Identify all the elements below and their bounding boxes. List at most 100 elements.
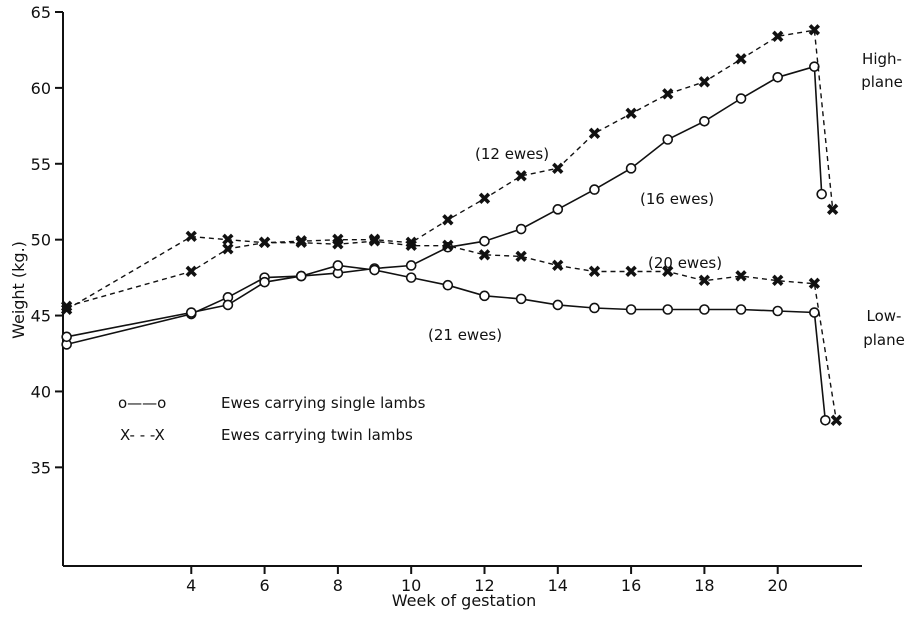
data-point-circle bbox=[820, 414, 831, 426]
data-point-x: ✖ bbox=[771, 27, 785, 47]
data-point-x: ✖ bbox=[441, 237, 455, 257]
data-point-x: ✖ bbox=[826, 200, 840, 220]
data-point-x: ✖ bbox=[661, 85, 675, 105]
data-point-circle bbox=[222, 299, 234, 311]
data-point-circle bbox=[735, 304, 747, 315]
data-point-x: ✖ bbox=[551, 159, 565, 179]
data-point-circle bbox=[772, 305, 784, 317]
data-point-circle bbox=[625, 163, 637, 174]
data-point-x: ✖ bbox=[697, 73, 711, 93]
data-point-circle bbox=[479, 235, 490, 247]
data-point-circle bbox=[589, 302, 600, 314]
x-tick-label: 6 bbox=[259, 576, 269, 595]
data-point-x: ✖ bbox=[221, 240, 235, 260]
data-point-x: ✖ bbox=[734, 267, 748, 287]
high-plane-label-line2: plane bbox=[861, 73, 903, 91]
data-point-circle bbox=[625, 304, 637, 315]
series-circle-low-plane bbox=[61, 260, 831, 426]
series-group: ✖✖✖ ✖ ✖ ✖ ✖ ✖✖✖✖ ✖✖✖✖✖✖✖ ✖✖✖✖ ✖ ✖ ✖ ✖ ✖ ✖ ✖ ✖ ✖ ✖ ✖ ✖ ✖ ✖ ✖ ✖ ✖✖ bbox=[60, 21, 844, 431]
data-point-x: ✖ bbox=[331, 231, 345, 251]
data-point-x: ✖ bbox=[771, 272, 785, 292]
data-point-circle bbox=[735, 93, 747, 104]
data-point-circle bbox=[295, 270, 307, 282]
series-line bbox=[66, 65, 823, 346]
data-point-x: ✖ bbox=[221, 231, 235, 251]
data-point-circle bbox=[259, 276, 270, 288]
data-point-x: ✖ bbox=[587, 124, 601, 144]
data-point-x: ✖ bbox=[367, 232, 381, 252]
data-point-x: ✖ bbox=[697, 272, 711, 292]
y-tick-label: 45 bbox=[31, 307, 51, 326]
series-line bbox=[66, 264, 827, 421]
data-point-circle bbox=[809, 307, 820, 318]
legend-twin-label: Ewes carrying twin lambs bbox=[221, 426, 413, 444]
data-point-x: ✖ bbox=[551, 256, 565, 276]
y-tick-label: 55 bbox=[31, 155, 51, 174]
data-point-circle bbox=[772, 71, 784, 83]
series-x-high-plane: ✖✖✖ ✖ ✖ ✖ ✖ ✖✖✖✖ ✖✖✖✖✖✖✖ ✖✖ bbox=[60, 21, 840, 317]
data-point-x: ✖ bbox=[294, 234, 308, 254]
x-tick-label: 18 bbox=[694, 576, 714, 595]
data-point-x: ✖ bbox=[807, 21, 821, 41]
data-point-x: ✖ bbox=[514, 167, 528, 187]
data-point-circle bbox=[662, 304, 674, 315]
x-tick-label: 20 bbox=[768, 576, 788, 595]
x-tick-label: 8 bbox=[333, 576, 343, 595]
data-point-circle bbox=[479, 290, 490, 302]
x-axis-title: Week of gestation bbox=[392, 591, 537, 610]
data-point-circle bbox=[515, 293, 527, 305]
n-twin-low-annotation: (20 ewes) bbox=[648, 254, 722, 272]
data-point-circle bbox=[552, 299, 564, 311]
n-single-high-annotation: (16 ewes) bbox=[640, 190, 714, 208]
data-point-x: ✖ bbox=[404, 234, 418, 254]
y-tick-label: 65 bbox=[31, 3, 51, 22]
data-point-circle bbox=[699, 304, 710, 315]
x-tick-label: 16 bbox=[621, 576, 641, 595]
y-tick-label: 50 bbox=[31, 231, 51, 250]
data-point-x: ✖ bbox=[404, 237, 418, 257]
data-point-circle bbox=[515, 223, 527, 235]
data-point-circle bbox=[185, 307, 197, 318]
data-point-circle bbox=[405, 272, 417, 283]
x-tick-label: 14 bbox=[548, 576, 568, 595]
legend-single-label: Ewes carrying single lambs bbox=[221, 394, 426, 412]
data-point-x: ✖ bbox=[257, 234, 271, 254]
legend-twin-marker: X- - -X bbox=[120, 426, 165, 444]
y-tick-label: 40 bbox=[31, 382, 51, 401]
data-point-x: ✖ bbox=[514, 247, 528, 267]
data-point-x: ✖ bbox=[184, 263, 198, 283]
legend-single-marker: o——o bbox=[118, 394, 166, 412]
data-point-x: ✖ bbox=[477, 190, 491, 210]
data-point-x: ✖ bbox=[734, 50, 748, 70]
n-single-low-annotation: (21 ewes) bbox=[428, 326, 502, 344]
data-point-circle bbox=[369, 264, 380, 276]
data-point-x: ✖ bbox=[60, 297, 74, 317]
ticks: 35 40 45 50 55 60 65 4 6 8 10 12 14 16 18 20 bbox=[31, 3, 788, 595]
data-point-circle bbox=[405, 260, 417, 271]
data-point-x: ✖ bbox=[60, 300, 74, 320]
data-point-circle bbox=[552, 204, 564, 215]
data-point-circle bbox=[442, 279, 454, 291]
data-point-circle bbox=[61, 331, 72, 343]
data-point-circle bbox=[662, 134, 674, 145]
n-twin-high-annotation: (12 ewes) bbox=[475, 145, 549, 163]
data-point-x: ✖ bbox=[807, 275, 821, 295]
x-tick-label: 12 bbox=[474, 576, 494, 595]
data-point-x: ✖ bbox=[441, 211, 455, 231]
data-point-x: ✖ bbox=[331, 235, 345, 255]
high-plane-label-line1: High- bbox=[862, 50, 902, 68]
data-point-x: ✖ bbox=[661, 263, 675, 283]
data-point-circle bbox=[699, 115, 710, 127]
low-plane-label-line2: plane bbox=[863, 331, 905, 349]
legend: o——o Ewes carrying single lambs X- - -X … bbox=[118, 394, 426, 444]
data-point-circle bbox=[332, 260, 344, 271]
data-point-x: ✖ bbox=[184, 228, 198, 248]
data-point-circle bbox=[589, 184, 600, 195]
axes bbox=[62, 12, 862, 567]
data-point-x: ✖ bbox=[624, 263, 638, 283]
data-point-x: ✖ bbox=[829, 411, 843, 431]
series-x-low-plane: ✖✖ ✖ ✖ ✖ ✖ ✖ ✖ ✖ ✖ ✖ ✖ ✖ ✖ ✖ ✖ ✖ ✖ ✖✖ bbox=[60, 228, 844, 432]
data-point-x: ✖ bbox=[257, 234, 271, 254]
data-point-circle bbox=[816, 188, 827, 200]
